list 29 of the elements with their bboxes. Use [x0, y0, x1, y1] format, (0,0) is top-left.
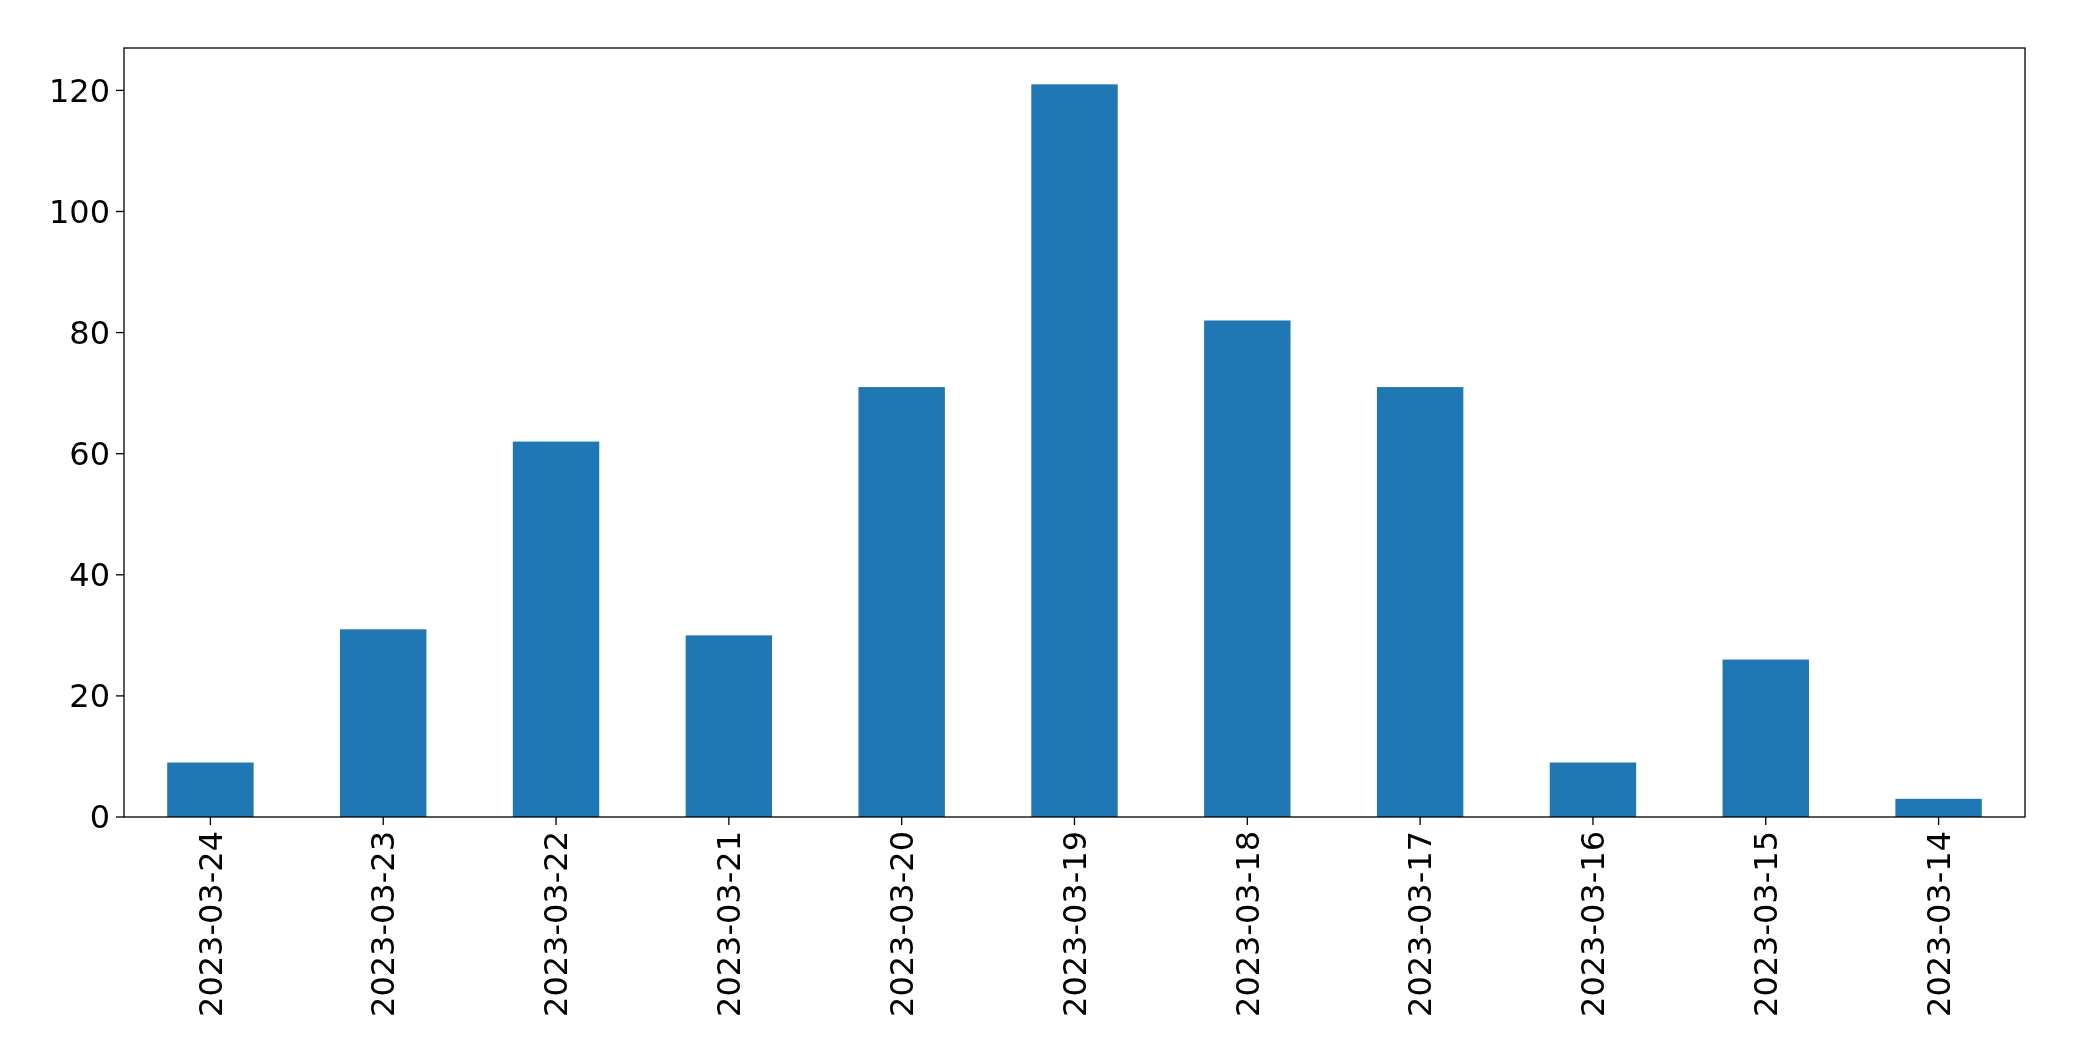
bar	[167, 762, 254, 817]
bar	[1549, 762, 1637, 817]
bar	[1031, 84, 1118, 817]
x-tick-label: 2023-03-16	[1574, 831, 1613, 1017]
bar	[1722, 659, 1809, 817]
x-tick-label: 2023-03-21	[710, 831, 749, 1017]
x-tick-label: 2023-03-24	[191, 831, 230, 1017]
y-tick-label: 80	[69, 313, 110, 352]
bar	[340, 629, 427, 817]
y-tick-label: 20	[69, 677, 110, 716]
y-tick-label: 40	[69, 556, 110, 594]
x-tick-label: 2023-03-23	[364, 831, 403, 1017]
bar	[1376, 387, 1464, 817]
bar	[858, 387, 945, 817]
x-tick-label: 2023-03-19	[1055, 831, 1094, 1017]
bar	[1895, 798, 1982, 817]
y-tick-label: 60	[69, 434, 110, 473]
y-tick-label: 0	[89, 798, 110, 837]
x-tick-label: 2023-03-18	[1228, 831, 1267, 1017]
bar	[685, 635, 773, 817]
x-tick-label: 2023-03-14	[1919, 831, 1958, 1017]
x-tick-label: 2023-03-22	[537, 831, 576, 1017]
x-tick-label: 2023-03-20	[882, 831, 921, 1017]
x-tick-label: 2023-03-17	[1401, 831, 1440, 1017]
y-tick-label: 100	[48, 192, 110, 231]
x-tick-label: 2023-03-15	[1746, 831, 1785, 1017]
bar	[1204, 320, 1291, 817]
y-tick-label: 120	[48, 71, 110, 110]
bar	[512, 441, 600, 817]
